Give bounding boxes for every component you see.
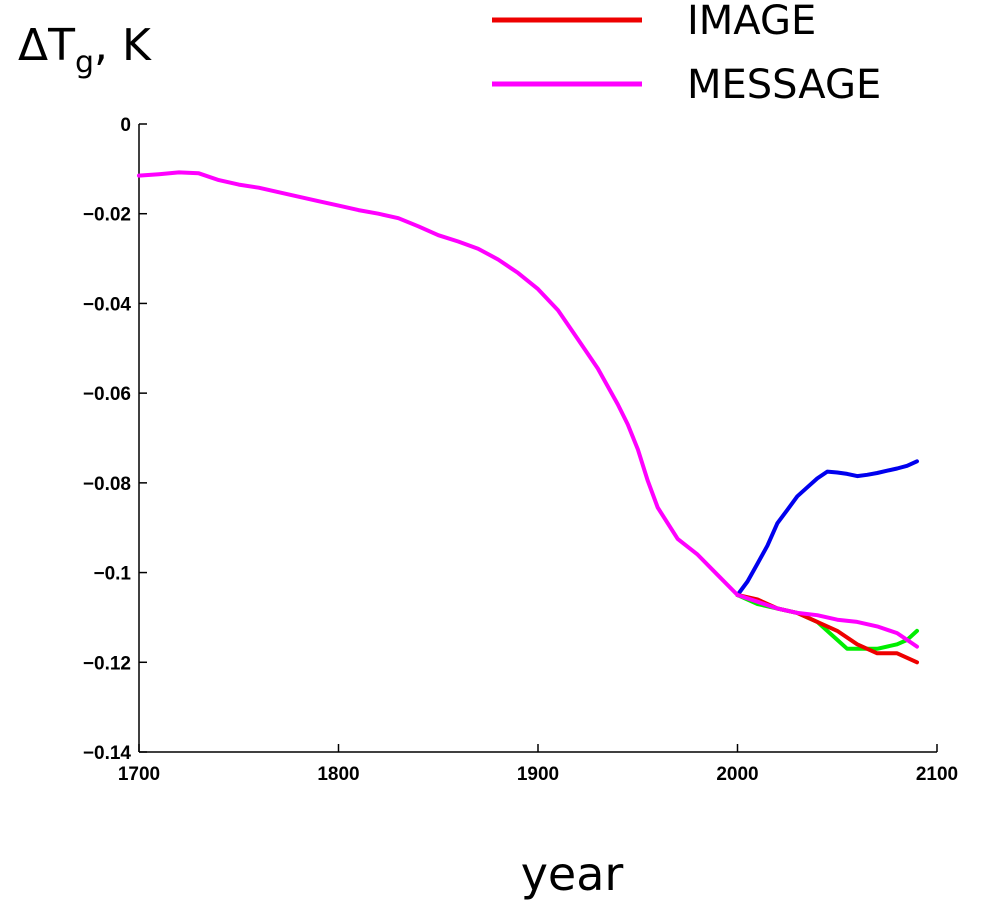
y-tick-label: −0.04	[83, 294, 132, 315]
y-tick-label: −0.12	[83, 653, 131, 674]
x-tick-label: 2100	[916, 764, 958, 785]
legend-label-image: IMAGE	[687, 0, 816, 44]
y-axis-label-main: ΔT	[18, 20, 75, 71]
y-tick-label: −0.06	[83, 384, 131, 405]
y-tick-label: −0.1	[93, 564, 131, 585]
series-line-message	[137, 170, 919, 649]
legend: IMAGE MESSAGE	[492, 0, 881, 108]
y-tick-label: −0.08	[83, 474, 131, 495]
plot-area: 1700 1800 1900 2000 2100 0 −0.02 −0.04 −0.06 −0.…	[83, 115, 958, 785]
y-axis-label-subscript: g	[75, 45, 94, 80]
x-tick-label: 1700	[118, 764, 160, 785]
y-tick-label: −0.02	[83, 205, 131, 226]
series-line-series-1	[735, 459, 919, 597]
series-lines	[137, 170, 919, 665]
x-tick-label: 1800	[317, 764, 359, 785]
x-axis-ticks: 1700 1800 1900 2000 2100	[118, 744, 958, 785]
y-axis-label: ΔTg, K	[18, 20, 152, 80]
x-axis-label: year	[521, 847, 624, 900]
y-tick-label: 0	[120, 115, 131, 136]
y-axis-label-suffix: , K	[94, 20, 152, 71]
y-tick-label: −0.14	[83, 743, 132, 764]
legend-label-message: MESSAGE	[687, 62, 881, 108]
y-axis-ticks: 0 −0.02 −0.04 −0.06 −0.08 −0.1 −0.12 −0.14	[83, 115, 147, 764]
x-tick-label: 2000	[716, 764, 758, 785]
x-tick-label: 1900	[517, 764, 559, 785]
svg-text:ΔTg, K: ΔTg, K	[18, 20, 152, 80]
